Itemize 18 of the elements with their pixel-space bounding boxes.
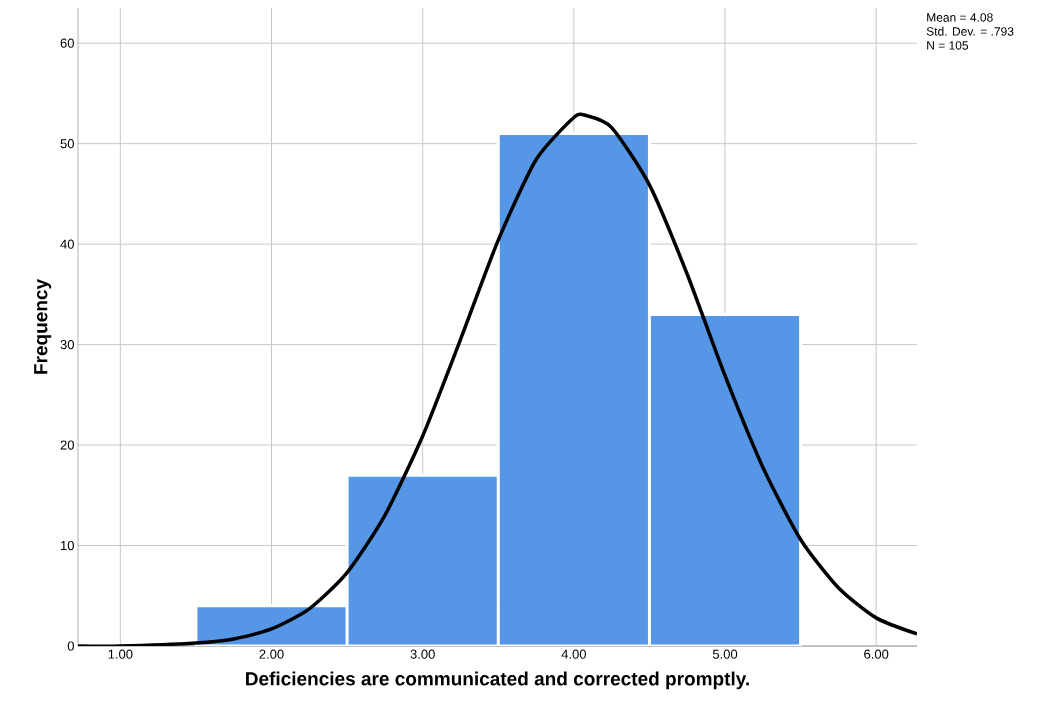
y-tick-label: 60 — [60, 38, 74, 48]
x-tick-label: 2.00 — [259, 649, 284, 659]
x-tick-label: 1.00 — [108, 649, 133, 659]
y-tick-label: 30 — [60, 339, 74, 350]
y-tick-label: 40 — [60, 239, 74, 249]
text: Std. Dev. = .793 — [926, 26, 1014, 36]
y-tick-label: 10 — [61, 540, 74, 551]
y-tick-label: 50 — [60, 139, 74, 149]
text: Mean = 4.08 — [927, 13, 993, 22]
x-tick-label: 5.00 — [712, 649, 738, 659]
x-tick-label: 4.00 — [561, 649, 586, 659]
x-tick-label: 3.00 — [410, 649, 435, 659]
text: N = 105 — [927, 41, 969, 50]
x-tick-label: 6.00 — [864, 649, 889, 659]
y-tick-label: 20 — [60, 440, 74, 450]
y-axis-title: Frequency — [34, 279, 52, 374]
y-tick-label: 0 — [67, 641, 74, 651]
x-axis-title: Deficiencies are communicated and corrected promptly. — [246, 671, 749, 690]
